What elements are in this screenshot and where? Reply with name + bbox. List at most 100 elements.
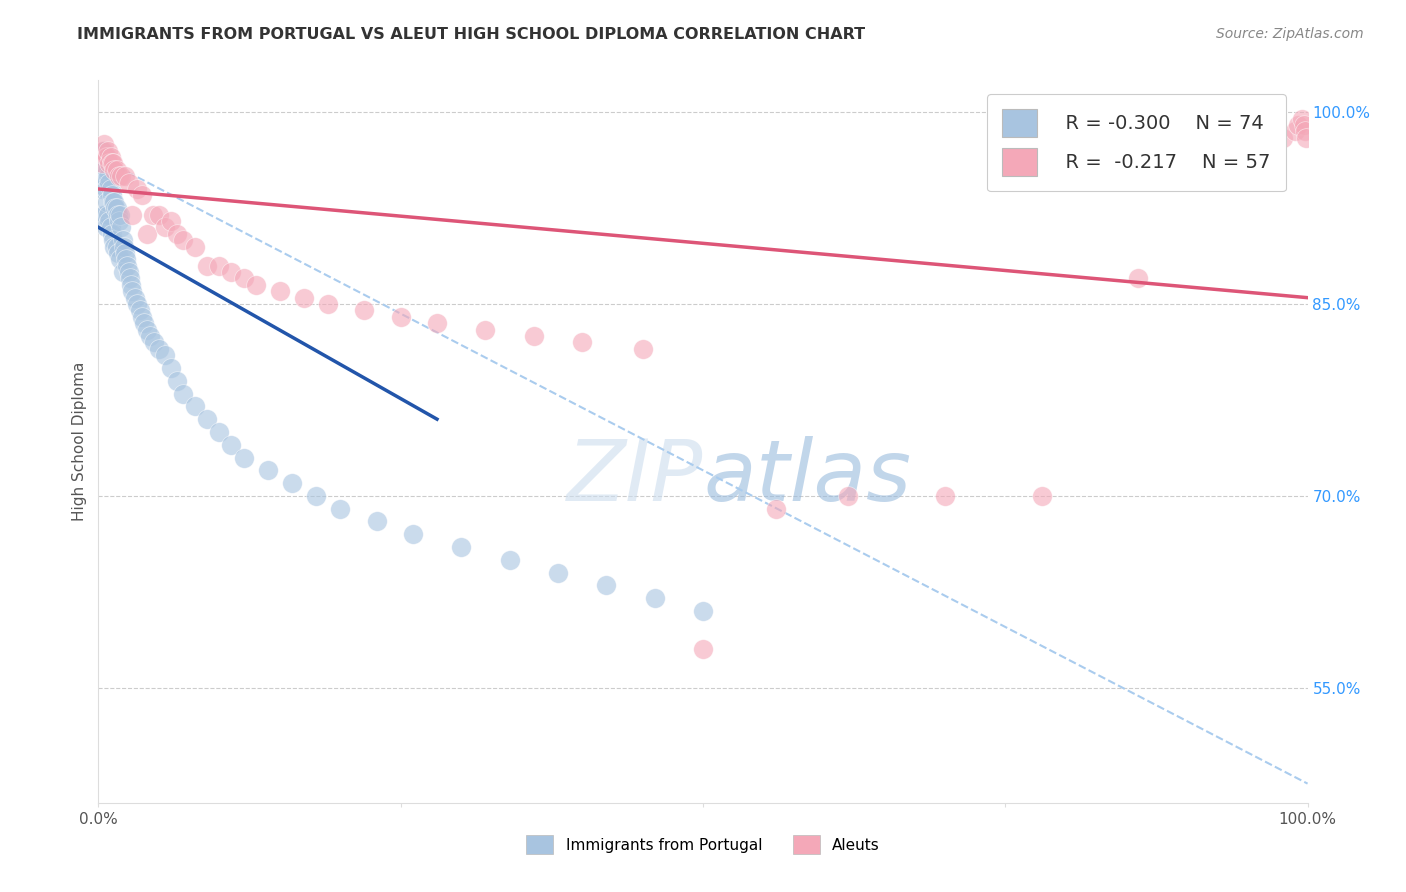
Point	[281, 476, 304, 491]
Point	[117, 259, 139, 273]
Point	[172, 233, 194, 247]
Point	[571, 335, 593, 350]
Point	[245, 277, 267, 292]
Point	[426, 316, 449, 330]
Point	[292, 291, 315, 305]
Point	[135, 323, 157, 337]
Point	[114, 246, 136, 260]
Text: Source: ZipAtlas.com: Source: ZipAtlas.com	[1216, 27, 1364, 41]
Point	[97, 144, 120, 158]
Point	[316, 297, 339, 311]
Point	[108, 252, 131, 267]
Point	[184, 400, 207, 414]
Point	[153, 348, 176, 362]
Point	[1199, 162, 1222, 177]
Point	[166, 374, 188, 388]
Point	[91, 156, 114, 170]
Point	[221, 438, 243, 452]
Point	[94, 156, 117, 170]
Point	[105, 239, 128, 253]
Point	[100, 150, 122, 164]
Point	[93, 137, 115, 152]
Point	[837, 489, 859, 503]
Text: ZIP: ZIP	[567, 436, 703, 519]
Point	[101, 233, 124, 247]
Point	[100, 156, 122, 170]
Point	[134, 316, 156, 330]
Point	[329, 501, 352, 516]
Point	[118, 265, 141, 279]
Point	[692, 604, 714, 618]
Point	[160, 361, 183, 376]
Point	[110, 169, 132, 184]
Point	[91, 144, 114, 158]
Point	[523, 329, 546, 343]
Point	[111, 233, 134, 247]
Text: atlas: atlas	[703, 436, 911, 519]
Point	[1286, 118, 1309, 132]
Point	[232, 271, 254, 285]
Point	[114, 169, 136, 184]
Point	[631, 342, 654, 356]
Point	[101, 194, 124, 209]
Point	[118, 176, 141, 190]
Point	[105, 162, 128, 177]
Point	[107, 246, 129, 260]
Point	[91, 182, 114, 196]
Point	[353, 303, 375, 318]
Point	[103, 162, 125, 177]
Point	[110, 220, 132, 235]
Point	[131, 188, 153, 202]
Point	[139, 329, 162, 343]
Point	[91, 169, 114, 184]
Point	[91, 144, 114, 158]
Point	[1291, 112, 1313, 126]
Point	[103, 239, 125, 253]
Point	[269, 285, 291, 299]
Point	[1031, 489, 1053, 503]
Point	[108, 169, 131, 184]
Point	[166, 227, 188, 241]
Point	[148, 342, 170, 356]
Point	[100, 220, 122, 235]
Point	[1295, 131, 1317, 145]
Point	[1292, 118, 1315, 132]
Point	[142, 208, 165, 222]
Point	[1128, 271, 1150, 285]
Point	[547, 566, 569, 580]
Point	[94, 220, 117, 235]
Point	[93, 169, 115, 184]
Point	[934, 489, 956, 503]
Point	[595, 578, 617, 592]
Point	[94, 150, 117, 164]
Point	[97, 169, 120, 184]
Point	[1249, 144, 1271, 158]
Point	[498, 553, 520, 567]
Y-axis label: High School Diploma: High School Diploma	[72, 362, 87, 521]
Point	[100, 188, 122, 202]
Point	[143, 335, 166, 350]
Point	[93, 144, 115, 158]
Point	[104, 201, 127, 215]
Point	[93, 208, 115, 222]
Point	[765, 501, 787, 516]
Point	[1284, 124, 1306, 138]
Point	[108, 214, 131, 228]
Point	[692, 642, 714, 657]
Point	[111, 265, 134, 279]
Point	[195, 259, 218, 273]
Point	[94, 182, 117, 196]
Point	[103, 194, 125, 209]
Point	[101, 156, 124, 170]
Point	[127, 297, 149, 311]
Point	[1294, 124, 1316, 138]
Point	[184, 239, 207, 253]
Point	[124, 291, 146, 305]
Point	[121, 285, 143, 299]
Point	[305, 489, 328, 503]
Point	[195, 412, 218, 426]
Point	[97, 208, 120, 222]
Point	[131, 310, 153, 324]
Point	[221, 265, 243, 279]
Point	[366, 515, 388, 529]
